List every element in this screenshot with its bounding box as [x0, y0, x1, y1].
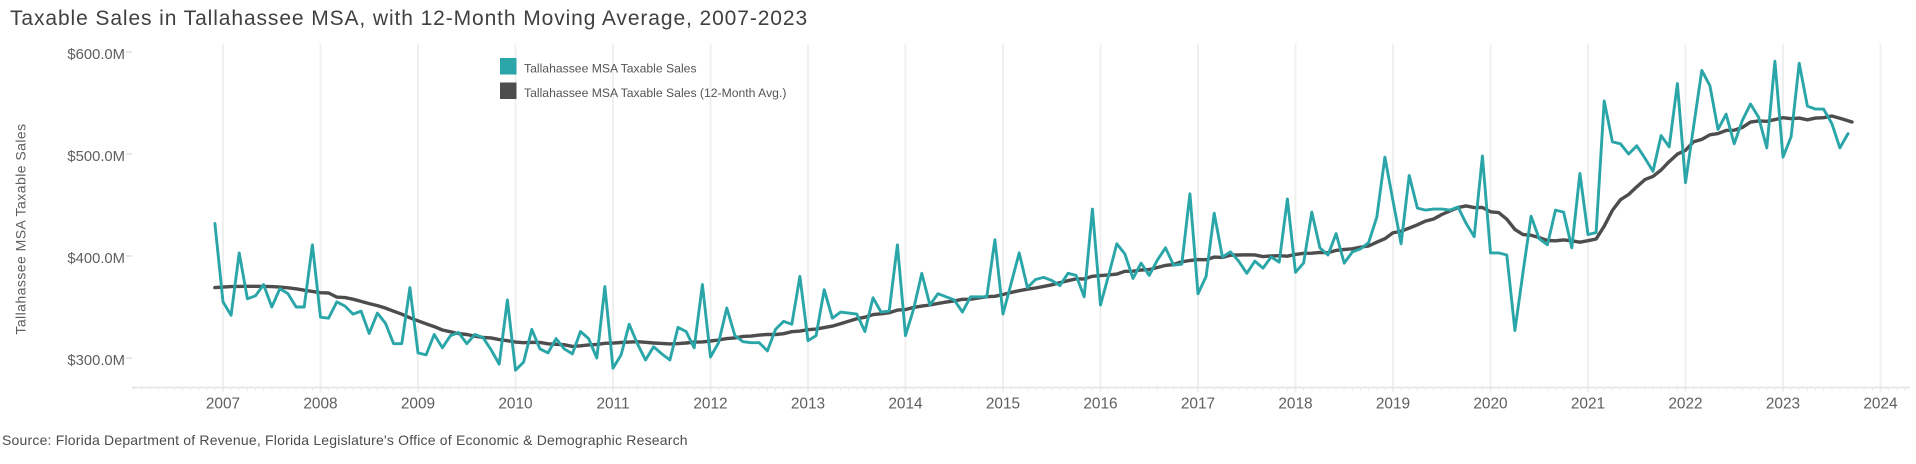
svg-text:Tallahassee MSA Taxable Sales: Tallahassee MSA Taxable Sales [13, 123, 29, 334]
svg-text:2022: 2022 [1668, 395, 1702, 412]
svg-text:Tallahassee MSA Taxable Sales: Tallahassee MSA Taxable Sales (12-Month … [524, 86, 786, 100]
svg-text:2015: 2015 [986, 395, 1020, 412]
svg-text:2019: 2019 [1376, 395, 1410, 412]
svg-text:$600.0M: $600.0M [67, 47, 125, 63]
svg-text:2023: 2023 [1766, 395, 1800, 412]
svg-text:2011: 2011 [596, 395, 629, 412]
svg-text:2016: 2016 [1083, 395, 1117, 412]
svg-text:2024: 2024 [1863, 395, 1898, 412]
svg-text:2020: 2020 [1473, 395, 1507, 412]
svg-text:2014: 2014 [888, 395, 923, 412]
svg-text:2008: 2008 [303, 395, 337, 412]
svg-text:2010: 2010 [498, 395, 532, 412]
svg-text:2007: 2007 [206, 395, 240, 412]
svg-text:2021: 2021 [1571, 395, 1605, 412]
svg-text:2012: 2012 [693, 395, 727, 412]
svg-text:$400.0M: $400.0M [67, 251, 125, 267]
svg-text:2013: 2013 [791, 395, 825, 412]
svg-text:$300.0M: $300.0M [67, 353, 125, 369]
svg-text:2009: 2009 [401, 395, 435, 412]
svg-text:2017: 2017 [1181, 395, 1215, 412]
svg-text:Tallahassee MSA Taxable Sales: Tallahassee MSA Taxable Sales [524, 62, 697, 76]
svg-text:2018: 2018 [1278, 395, 1312, 412]
svg-text:$500.0M: $500.0M [67, 149, 125, 165]
